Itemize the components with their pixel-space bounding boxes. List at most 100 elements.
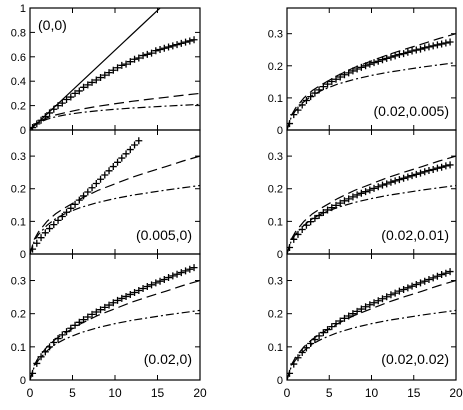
y-tick-label: 0.1 — [11, 216, 26, 228]
plus-marker — [131, 55, 139, 63]
plus-marker — [328, 323, 336, 331]
plus-marker — [425, 276, 433, 284]
series-line-dashed — [30, 155, 200, 254]
y-tick-label: 0.3 — [11, 151, 26, 163]
plus-marker — [165, 274, 173, 282]
series-line-dashed — [30, 279, 200, 380]
plus-marker — [417, 279, 425, 287]
plus-marker — [391, 289, 399, 297]
series-line-dashed — [287, 279, 456, 380]
plus-marker — [177, 269, 185, 277]
plus-marker — [88, 78, 96, 86]
plus-marker — [340, 197, 348, 205]
plus-marker — [446, 268, 454, 276]
x-tick-label: 10 — [108, 386, 122, 400]
plus-marker — [152, 279, 160, 287]
plus-marker — [186, 265, 194, 273]
plus-marker — [400, 174, 408, 182]
plus-marker — [84, 313, 92, 321]
y-tick-label: 0.2 — [268, 184, 283, 196]
plus-marker — [143, 50, 151, 58]
plus-marker — [370, 299, 378, 307]
plus-marker — [378, 181, 386, 189]
plus-marker — [71, 89, 79, 97]
plus-marker — [345, 69, 353, 77]
panel-2: 0 0.1 0.2 0.3 (0.02,0.005) — [268, 7, 457, 137]
plus-marker — [148, 49, 156, 57]
plus-marker — [126, 290, 134, 298]
plus-marker — [340, 314, 348, 322]
plus-marker — [101, 171, 109, 179]
plus-marker — [404, 173, 412, 181]
plus-marker — [58, 99, 66, 107]
plus-marker — [400, 285, 408, 293]
series-line-dashdot — [30, 103, 200, 130]
plus-marker — [438, 271, 446, 279]
y-tick-label: 0 — [277, 125, 283, 137]
plus-marker — [328, 78, 336, 86]
series-line-dashed — [287, 155, 456, 254]
plus-marker — [101, 71, 109, 79]
x-tick-label: 0 — [284, 386, 291, 400]
plus-marker — [366, 301, 374, 309]
y-tick-label: 0.3 — [268, 29, 283, 41]
plus-marker — [118, 154, 126, 162]
series-line-dashed — [30, 92, 200, 130]
plus-marker — [169, 272, 177, 280]
y-tick-label: 0.2 — [11, 101, 26, 113]
plus-marker — [349, 193, 357, 201]
plus-marker — [446, 38, 454, 46]
plus-marker — [370, 59, 378, 67]
plus-marker — [417, 45, 425, 53]
series-line-dashdot — [30, 309, 200, 380]
plus-marker — [438, 163, 446, 171]
series-line-dashdot — [287, 309, 456, 380]
panel-5: 0 0.1 0.2 0.3 0 5 10 15 20 (0.02,0) — [11, 253, 207, 400]
plus-marker — [374, 183, 382, 191]
plus-marker — [446, 161, 454, 169]
x-tick-label: 0 — [27, 386, 34, 400]
plus-marker — [408, 172, 416, 180]
plus-marker — [84, 188, 92, 196]
x-tick-label: 20 — [449, 386, 463, 400]
x-tick-label: 15 — [151, 386, 165, 400]
y-tick-label: 0.2 — [11, 184, 26, 196]
plus-marker — [429, 42, 437, 50]
y-tick-label: 0.3 — [11, 276, 26, 288]
plus-marker — [370, 184, 378, 192]
plus-marker — [182, 267, 190, 275]
plus-marker — [114, 64, 122, 72]
plus-marker — [319, 83, 327, 91]
y-tick-label: 0.8 — [11, 27, 26, 39]
y-tick-label: 0 — [277, 249, 283, 261]
plus-marker — [101, 303, 109, 311]
plus-marker — [54, 216, 62, 224]
plus-marker — [67, 324, 75, 332]
plus-marker — [412, 281, 420, 289]
panel-4: 0 0.1 0.2 0.3 (0.02,0.01) — [268, 129, 457, 261]
plus-marker — [425, 43, 433, 51]
plus-marker — [177, 39, 185, 47]
plus-marker — [67, 93, 75, 101]
plus-marker — [391, 52, 399, 60]
plus-marker — [378, 295, 386, 303]
plus-marker — [71, 200, 79, 208]
plus-marker — [118, 61, 126, 69]
x-tick-label: 15 — [407, 386, 421, 400]
plus-marker — [84, 81, 92, 89]
plus-marker — [105, 69, 113, 77]
plus-marker — [442, 269, 450, 277]
y-tick-label: 0 — [20, 249, 26, 261]
x-tick-label: 5 — [326, 386, 333, 400]
plus-marker — [182, 38, 190, 46]
plus-marker — [173, 270, 181, 278]
plus-marker — [92, 180, 100, 188]
plus-marker — [186, 37, 194, 45]
plus-marker — [50, 105, 58, 113]
plus-marker — [135, 54, 143, 62]
plus-marker — [67, 204, 75, 212]
plus-marker — [37, 234, 45, 242]
plus-marker — [383, 293, 391, 301]
plus-marker — [429, 274, 437, 282]
plus-marker — [433, 41, 441, 49]
